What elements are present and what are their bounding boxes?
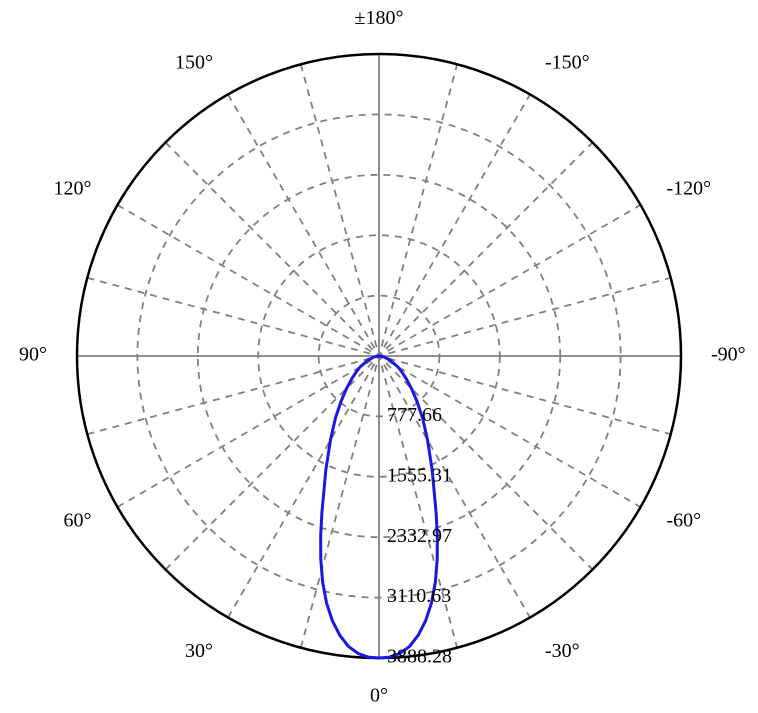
angle-label: 0°: [370, 685, 388, 707]
angle-label: -90°: [711, 344, 746, 366]
angle-label: -150°: [545, 51, 590, 73]
radial-label: 2332.97: [387, 525, 452, 547]
angle-label: ±180°: [355, 7, 404, 29]
polar-chart: 777.66 1555.31 2332.97 3110.63 3888.28 0° 30° 6…: [0, 0, 758, 713]
angle-label: 150°: [175, 51, 213, 73]
angle-label: -60°: [667, 510, 702, 532]
angle-label: 120°: [53, 178, 91, 200]
angle-label: 90°: [19, 344, 47, 366]
angle-label: 60°: [63, 510, 91, 532]
angle-label: -30°: [545, 640, 580, 662]
radial-labels: 777.66 1555.31 2332.97 3110.63 3888.28: [387, 404, 452, 668]
radial-label: 3110.63: [387, 585, 451, 607]
polar-svg: 777.66 1555.31 2332.97 3110.63 3888.28 0° 30° 6…: [0, 0, 758, 713]
radial-label: 3888.28: [387, 646, 452, 668]
radial-label: 1555.31: [387, 464, 452, 486]
angle-label: 30°: [185, 640, 213, 662]
angle-label: -120°: [667, 178, 712, 200]
radial-label: 777.66: [387, 404, 442, 426]
